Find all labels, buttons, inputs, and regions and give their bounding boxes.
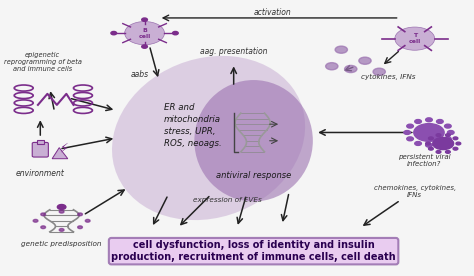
Circle shape [447,131,454,134]
Circle shape [445,124,451,128]
Circle shape [445,137,451,141]
Circle shape [33,219,38,222]
Circle shape [456,142,461,145]
FancyBboxPatch shape [37,140,44,144]
Circle shape [395,27,435,50]
Circle shape [373,68,385,75]
Text: expression of EVEs: expression of EVEs [193,197,262,203]
Text: activation: activation [254,8,292,17]
Circle shape [78,213,82,216]
Circle shape [437,142,443,145]
Polygon shape [52,148,68,159]
Circle shape [85,219,90,222]
Text: ⚡: ⚡ [60,141,68,154]
FancyBboxPatch shape [32,142,48,157]
Circle shape [428,147,433,150]
Circle shape [414,124,444,141]
Circle shape [436,150,441,153]
Circle shape [446,150,450,153]
Circle shape [326,63,338,70]
Circle shape [404,131,410,134]
Circle shape [359,57,371,64]
Text: aabs: aabs [131,70,149,79]
Circle shape [426,142,430,145]
Text: epigenetic
reprogramming of beta
and immune cells: epigenetic reprogramming of beta and imm… [4,52,82,72]
Circle shape [142,18,147,21]
Text: antiviral response: antiviral response [217,171,292,180]
Circle shape [173,31,178,35]
Text: genetic predisposition: genetic predisposition [21,241,102,247]
Text: ER and
mitochondria
stress, UPR,
ROS, neoags.: ER and mitochondria stress, UPR, ROS, ne… [164,104,221,148]
Text: aag. presentation: aag. presentation [200,47,267,55]
Ellipse shape [112,56,305,220]
Circle shape [426,143,432,147]
Text: cytokines, IFNs: cytokines, IFNs [362,74,416,80]
Circle shape [415,142,421,145]
Circle shape [426,118,432,122]
Circle shape [428,137,433,140]
Ellipse shape [194,80,313,201]
Text: chemokines, cytokines,
IFNs: chemokines, cytokines, IFNs [374,185,456,198]
Circle shape [125,22,164,45]
Text: persistent viral
infection?: persistent viral infection? [398,153,451,167]
Circle shape [142,45,147,48]
Circle shape [446,134,450,137]
Circle shape [41,213,46,216]
Circle shape [78,226,82,229]
Circle shape [433,137,454,150]
Circle shape [415,120,421,123]
Circle shape [437,120,443,123]
Circle shape [436,134,441,137]
Circle shape [345,65,357,73]
Circle shape [111,31,117,35]
Circle shape [407,137,413,141]
Text: T
cell: T cell [409,33,421,44]
Text: environment: environment [16,169,65,178]
Text: B
cell: B cell [138,28,151,39]
Circle shape [407,124,413,128]
Circle shape [41,226,46,229]
Circle shape [453,147,458,150]
Circle shape [59,229,64,231]
Circle shape [57,205,66,209]
Circle shape [335,46,347,53]
Circle shape [453,137,458,140]
Text: cell dysfunction, loss of identity and insulin
production, recruitment of immune: cell dysfunction, loss of identity and i… [111,240,396,262]
Circle shape [59,210,64,213]
